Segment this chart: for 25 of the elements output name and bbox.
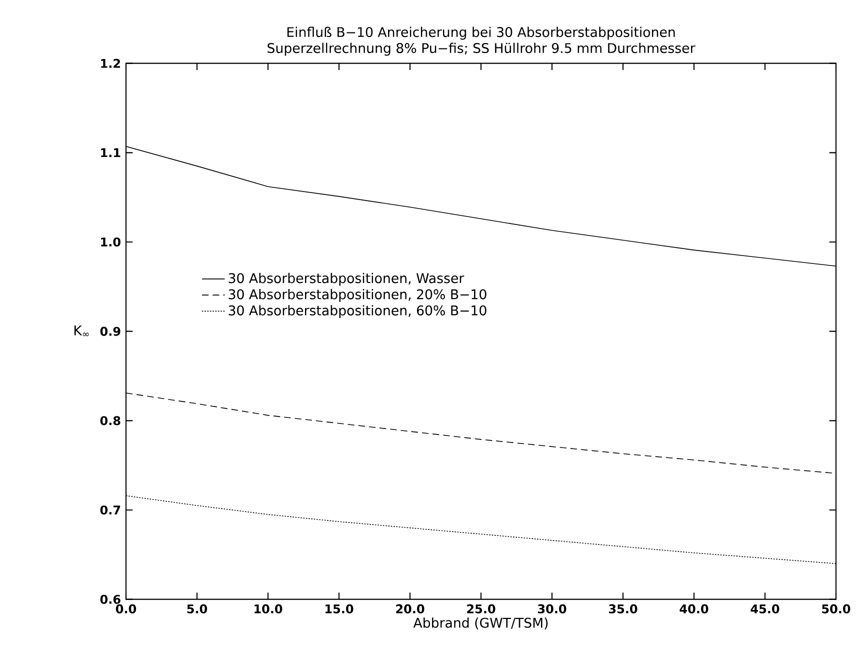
x-axis-title: Abbrand (GWT/TSM) xyxy=(413,617,548,630)
x-tick-label: 0.0 xyxy=(116,604,136,614)
x-tick-label: 20.0 xyxy=(396,604,424,614)
y-axis-title: K$_{∞}$ xyxy=(74,325,89,336)
chart-subtitle: Superzellrechnung 8% Pu−fis; SS Hüllrohr 9.5 mm Durchmesser xyxy=(268,42,696,56)
x-tick-label: 30.0 xyxy=(538,604,566,614)
y-tick-label: 1.1 xyxy=(101,148,120,158)
y-tick-label: 0.7 xyxy=(100,505,120,515)
x-tick-label: 25.0 xyxy=(467,604,496,614)
y-tick-label: 0.8 xyxy=(100,416,120,426)
legend-label: 30 Absorberstabpositionen, Wasser xyxy=(228,272,464,286)
x-tick-label: 40.0 xyxy=(680,604,708,614)
y-tick-label: 1.0 xyxy=(101,237,120,247)
y-tick-label: 0.9 xyxy=(100,326,120,336)
x-tick-label: 45.0 xyxy=(750,604,780,614)
x-tick-label: 10.0 xyxy=(254,604,282,614)
x-tick-label: 50.0 xyxy=(822,604,850,614)
y-tick-label: 1.2 xyxy=(101,58,120,68)
legend-label: 30 Absorberstabpositionen, 20% B−10 xyxy=(228,289,486,302)
chart-title: Einfluß B−10 Anreicherung bei 30 Absorberstabpositionen xyxy=(287,26,675,40)
y-tick-label: 0.6 xyxy=(100,594,120,604)
legend-label: 30 Absorberstabpositionen, 60% B−10 xyxy=(228,305,486,318)
x-tick-label: 5.0 xyxy=(187,604,208,614)
x-tick-label: 15.0 xyxy=(326,604,354,614)
x-tick-label: 35.0 xyxy=(608,604,638,614)
